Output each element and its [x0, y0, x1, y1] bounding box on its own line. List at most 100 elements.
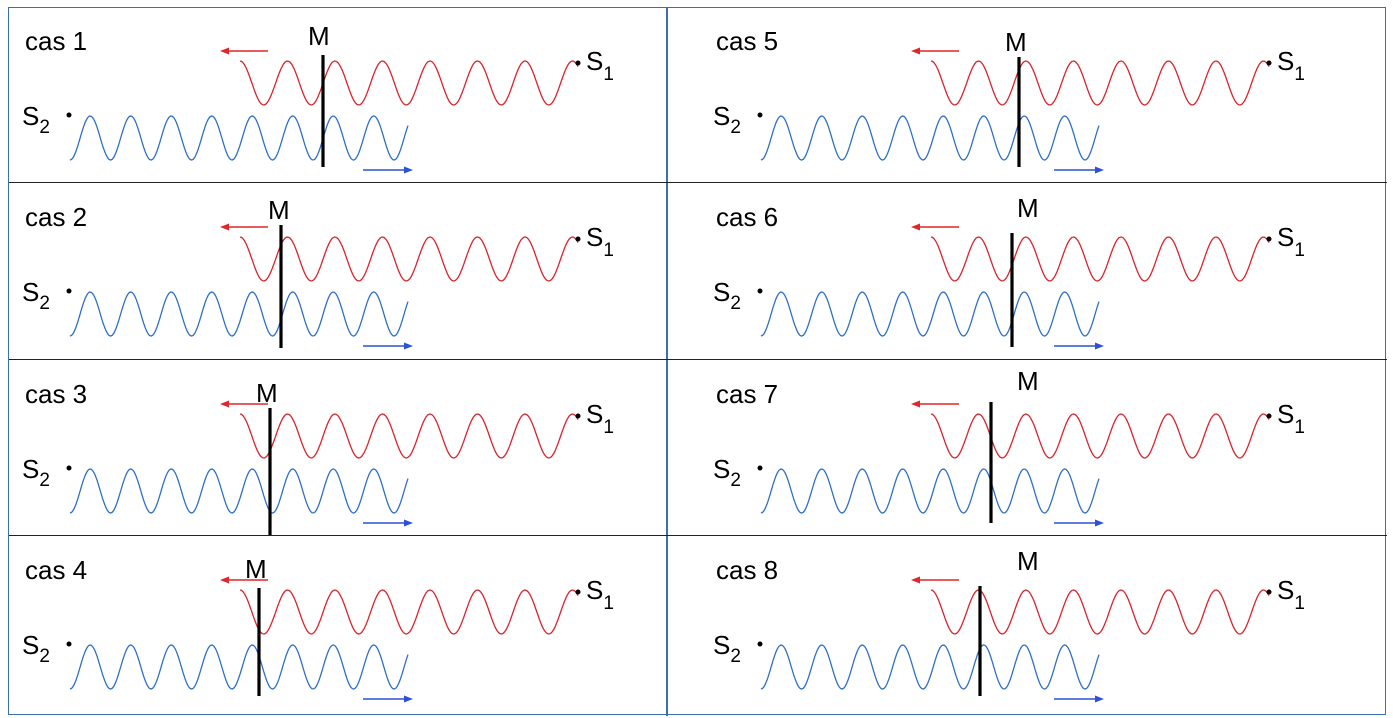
s1-label: S1 — [1277, 575, 1305, 614]
red-arrow-head — [220, 47, 229, 55]
m-label: M — [1005, 27, 1027, 57]
s2-point — [757, 465, 763, 471]
red-arrow-head — [911, 47, 920, 55]
blue-arrow-head — [404, 166, 413, 174]
s1-label: S1 — [586, 222, 614, 261]
case-label: cas 2 — [25, 202, 87, 232]
s1-point — [1266, 589, 1272, 595]
case-label: cas 4 — [25, 555, 87, 585]
red-arrow-head — [220, 576, 229, 584]
s1-label: S1 — [1277, 222, 1305, 261]
s2-label: S2 — [713, 277, 741, 314]
column-divider — [666, 8, 668, 716]
s1-label: S1 — [1277, 399, 1305, 438]
blue-arrow-head — [404, 342, 413, 350]
case-label: cas 7 — [716, 379, 778, 409]
red-wave — [239, 236, 579, 282]
s2-point — [66, 465, 72, 471]
case-diagram: cas 6 S1 S2 M — [713, 193, 1305, 350]
red-arrow-head — [911, 576, 920, 584]
s2-label: S2 — [713, 630, 741, 667]
case-cell: cas 5 S1 S2 M — [699, 7, 1349, 183]
s2-label: S2 — [22, 454, 50, 491]
red-wave — [239, 589, 579, 635]
case-cell: cas 6 S1 S2 M — [699, 183, 1349, 359]
case-label: cas 8 — [716, 555, 778, 585]
m-label: M — [1017, 193, 1039, 223]
blue-wave — [760, 468, 1100, 514]
s1-point — [1266, 60, 1272, 66]
s1-point — [575, 589, 581, 595]
s2-point — [66, 288, 72, 294]
case-cell: cas 4 S1 S2 M — [8, 536, 658, 712]
case-cell: cas 2 S1 S2 M — [8, 183, 658, 359]
s2-point — [757, 288, 763, 294]
s1-point — [575, 413, 581, 419]
red-wave — [930, 589, 1270, 635]
case-diagram: cas 2 S1 S2 M — [22, 195, 614, 350]
blue-wave — [69, 644, 409, 690]
case-label: cas 6 — [716, 202, 778, 232]
blue-wave — [69, 468, 409, 514]
s2-point — [66, 112, 72, 118]
m-label: M — [256, 378, 278, 408]
case-diagram: cas 4 S1 S2 M — [22, 554, 614, 703]
row-divider — [9, 359, 1387, 361]
blue-wave — [760, 644, 1100, 690]
blue-arrow-head — [1095, 166, 1104, 174]
red-wave — [239, 60, 579, 106]
blue-arrow-head — [404, 519, 413, 527]
s1-label: S1 — [586, 575, 614, 614]
case-diagram: cas 8 S1 S2 M — [713, 546, 1305, 703]
s1-point — [1266, 236, 1272, 242]
blue-arrow-head — [404, 695, 413, 703]
cases-table — [8, 7, 1387, 716]
red-arrow-head — [220, 400, 229, 408]
s2-label: S2 — [22, 277, 50, 314]
s1-label: S1 — [586, 399, 614, 438]
m-label: M — [1017, 546, 1039, 576]
red-arrow-head — [220, 223, 229, 231]
row-divider — [9, 182, 1387, 184]
s2-point — [757, 112, 763, 118]
m-label: M — [308, 21, 330, 51]
m-label: M — [245, 554, 267, 584]
blue-wave — [69, 291, 409, 337]
m-label: M — [268, 195, 290, 225]
blue-arrow-head — [1095, 342, 1104, 350]
case-label: cas 3 — [25, 379, 87, 409]
s2-label: S2 — [22, 101, 50, 138]
case-diagram: cas 1 S1 S2 M — [22, 21, 614, 174]
case-diagram: cas 7 S1 S2 M — [713, 366, 1305, 527]
case-cell: cas 8 S1 S2 M — [699, 536, 1349, 712]
case-cell: cas 3 S1 S2 M — [8, 360, 658, 536]
red-wave — [930, 60, 1270, 106]
s2-point — [757, 641, 763, 647]
s2-label: S2 — [713, 101, 741, 138]
red-arrow-head — [911, 400, 920, 408]
blue-wave — [760, 291, 1100, 337]
m-label: M — [1017, 366, 1039, 396]
case-label: cas 5 — [716, 26, 778, 56]
case-diagram: cas 5 S1 S2 M — [713, 26, 1305, 174]
s2-point — [66, 641, 72, 647]
s2-label: S2 — [713, 454, 741, 491]
s1-point — [1266, 413, 1272, 419]
case-cell: cas 7 S1 S2 M — [699, 360, 1349, 536]
case-cell: cas 1 S1 S2 M — [8, 7, 658, 183]
s1-label: S1 — [1277, 46, 1305, 85]
blue-arrow-head — [1095, 695, 1104, 703]
red-wave — [239, 413, 579, 459]
row-divider — [9, 535, 1387, 537]
case-diagram: cas 3 S1 S2 M — [22, 378, 614, 535]
case-label: cas 1 — [25, 26, 87, 56]
s1-point — [575, 236, 581, 242]
s2-label: S2 — [22, 630, 50, 667]
s1-point — [575, 60, 581, 66]
red-arrow-head — [911, 223, 920, 231]
blue-wave — [760, 115, 1100, 161]
blue-arrow-head — [1095, 519, 1104, 527]
red-wave — [930, 236, 1270, 282]
red-wave — [930, 413, 1270, 459]
blue-wave — [69, 115, 409, 161]
